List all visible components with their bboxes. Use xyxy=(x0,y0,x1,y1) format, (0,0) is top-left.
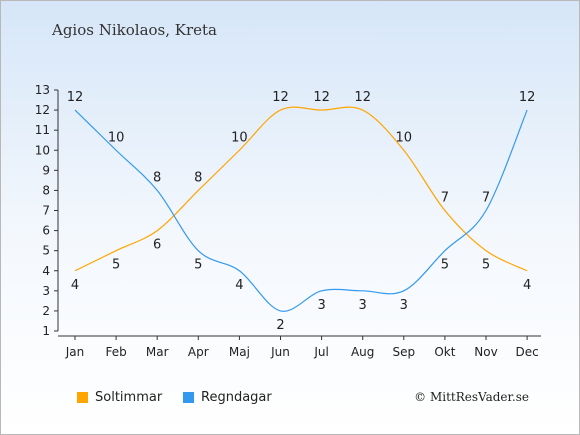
data-label-soltimmar: 12 xyxy=(313,90,330,105)
x-tick-label: Nov xyxy=(474,345,497,359)
y-tick-label: 12 xyxy=(35,103,50,117)
y-tick-label: 7 xyxy=(42,204,50,218)
data-label-soltimmar: 8 xyxy=(194,170,202,185)
data-label-regndagar: 12 xyxy=(67,90,84,105)
y-tick-label: 1 xyxy=(42,324,50,338)
y-tick-label: 13 xyxy=(35,83,50,97)
y-tick-label: 10 xyxy=(35,143,50,157)
x-tick-label: Apr xyxy=(188,345,209,359)
y-tick-label: 5 xyxy=(42,244,50,258)
data-label-regndagar: 5 xyxy=(194,258,202,273)
data-label-soltimmar: 5 xyxy=(482,258,490,273)
data-label-regndagar: 8 xyxy=(153,170,161,185)
x-tick-label: Jun xyxy=(270,345,290,359)
y-tick-label: 4 xyxy=(42,264,50,278)
data-label-soltimmar: 10 xyxy=(231,130,248,145)
legend-label-soltimmar: Soltimmar xyxy=(95,390,163,405)
y-tick-label: 6 xyxy=(42,224,50,238)
series-line-soltimmar xyxy=(74,106,528,272)
data-label-soltimmar: 5 xyxy=(112,258,120,273)
y-tick-label: 2 xyxy=(42,304,50,318)
legend-item-soltimmar: Soltimmar xyxy=(77,390,162,405)
x-tick-label: Maj xyxy=(229,345,250,359)
x-tick-label: Jan xyxy=(65,345,85,359)
data-label-soltimmar: 4 xyxy=(71,278,79,293)
data-label-regndagar: 4 xyxy=(235,278,243,293)
x-tick-label: Aug xyxy=(351,345,374,359)
y-tick-label: 8 xyxy=(42,183,50,197)
y-tick-label: 3 xyxy=(42,284,50,298)
data-label-regndagar: 5 xyxy=(441,258,449,273)
copyright-notice: © MittResVader.se xyxy=(414,390,529,404)
data-label-soltimmar: 10 xyxy=(396,130,413,145)
x-tick-label: Feb xyxy=(105,345,126,359)
y-tick-label: 9 xyxy=(42,163,50,177)
x-tick-label: Sep xyxy=(392,345,415,359)
x-tick-label: Jul xyxy=(313,345,328,359)
chart-title: Agios Nikolaos, Kreta xyxy=(52,21,217,39)
data-label-regndagar: 3 xyxy=(400,298,408,313)
data-label-soltimmar: 12 xyxy=(272,90,289,105)
data-label-regndagar: 7 xyxy=(482,191,490,206)
data-label-regndagar: 10 xyxy=(108,130,125,145)
data-label-regndagar: 3 xyxy=(359,298,367,313)
x-tick-label: Dec xyxy=(515,345,538,359)
data-label-regndagar: 12 xyxy=(519,90,536,105)
data-label-regndagar: 3 xyxy=(317,298,325,313)
data-label-soltimmar: 12 xyxy=(354,90,371,105)
legend-swatch-soltimmar xyxy=(77,392,88,403)
legend-swatch-regndagar xyxy=(183,392,194,403)
data-label-soltimmar: 4 xyxy=(523,278,531,293)
legend-item-regndagar: Regndagar xyxy=(183,390,272,405)
data-label-regndagar: 2 xyxy=(276,318,284,333)
series-line-regndagar xyxy=(74,109,528,312)
y-tick-label: 11 xyxy=(35,123,50,137)
x-tick-label: Okt xyxy=(434,345,455,359)
legend-label-regndagar: Regndagar xyxy=(201,390,272,405)
data-label-soltimmar: 6 xyxy=(153,238,161,253)
data-label-soltimmar: 7 xyxy=(441,191,449,206)
x-tick-label: Mar xyxy=(146,345,169,359)
